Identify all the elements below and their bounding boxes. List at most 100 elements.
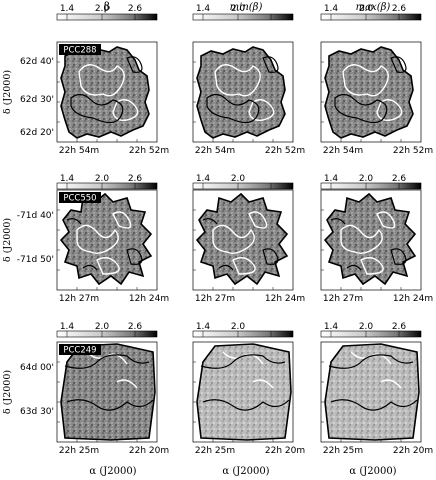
map-region — [324, 343, 420, 441]
black-contour — [67, 400, 153, 410]
field-label: PCC288 — [63, 46, 96, 56]
field-label-box — [59, 344, 101, 355]
white-contour — [117, 380, 137, 388]
map-region — [60, 46, 150, 139]
field-label-box — [59, 44, 101, 55]
colorbar-tick-label: 2.0 — [231, 4, 246, 14]
white-contour — [341, 225, 382, 253]
colorbar — [56, 330, 158, 338]
black-contour — [65, 355, 149, 368]
white-contour — [215, 65, 260, 96]
black-contour — [83, 265, 97, 270]
field-label: PCC249 — [63, 346, 96, 356]
colorbar-tick-label: 1.4 — [324, 174, 339, 184]
y-tick-label: -71d 50' — [17, 255, 54, 265]
colorbar-tick-label: 2.6 — [392, 322, 407, 332]
field-label: PCC550 — [63, 194, 96, 204]
white-contour — [97, 258, 119, 274]
contours — [71, 57, 142, 123]
x-tick-label: 22h 52m — [393, 146, 433, 156]
white-contour — [249, 100, 274, 121]
black-contour — [127, 249, 142, 264]
contours — [201, 352, 289, 410]
colorbar-tick-label: 2.0 — [359, 174, 374, 184]
colorbar — [192, 182, 294, 190]
x-tick-label: 12h 24m — [265, 294, 305, 304]
black-contour — [127, 57, 142, 72]
y-axis-label: δ (J2000) — [2, 370, 13, 414]
black-contour — [329, 355, 413, 368]
panel-r2-c2: 1.4 2.0 12h 27m 12h 24m — [192, 174, 305, 304]
colorbar-tick-label: 1.4 — [196, 4, 211, 14]
y-tick-label: 64d 00' — [20, 363, 54, 373]
x-tick-label: 12h 27m — [195, 294, 235, 304]
colorbar-tick-label: 1.4 — [324, 4, 339, 14]
black-contour — [207, 94, 259, 122]
colorbar — [56, 13, 158, 21]
white-contour — [77, 225, 118, 253]
colorbar — [192, 330, 294, 338]
black-contour — [71, 94, 123, 122]
white-contour — [213, 225, 254, 253]
panel-r3-c2: 1.4 2.0 22h 25m 22h 20m — [192, 322, 305, 456]
white-contour — [113, 100, 138, 121]
white-contour — [343, 65, 388, 96]
contours — [335, 57, 406, 123]
panel-r1-c2: 1.4 2.0 22h 54m 22h 52m — [192, 4, 305, 156]
black-contour — [391, 57, 406, 72]
colorbar-tick-label: 2.6 — [392, 174, 407, 184]
panel-r1-c1: 1.4 2.0 2.6 22h 54m 22h 52m PCC288 62d 40' 62d … — [2, 4, 169, 156]
col-title-beta: β — [104, 0, 110, 13]
colorbar-tick-label: 2.6 — [128, 4, 143, 14]
black-contour — [391, 249, 406, 264]
colorbar-tick-label: 2.0 — [231, 174, 246, 184]
colorbar-tick-label: 1.4 — [324, 322, 339, 332]
white-contour — [113, 212, 131, 228]
white-contour — [377, 212, 395, 228]
white-contour — [79, 65, 124, 96]
colorbar-tick-label: 1.4 — [196, 174, 211, 184]
colorbar-tick-label: 1.4 — [196, 322, 211, 332]
colorbar — [320, 182, 422, 190]
y-tick-label: 62d 40' — [20, 57, 54, 67]
map-region — [195, 192, 289, 286]
colorbar — [320, 13, 422, 21]
white-contour — [377, 100, 402, 121]
x-tick-label: 22h 20m — [129, 446, 169, 456]
x-tick-label: 22h 25m — [323, 446, 363, 456]
field-label-box — [59, 192, 101, 203]
colorbar-tick-label: 2.0 — [359, 4, 374, 14]
white-contour — [381, 380, 401, 388]
map-region — [60, 343, 156, 441]
panel-r3-c1: 1.4 2.0 2.6 22h 25m 22h 20m PCC249 64d 00' 63d … — [2, 322, 169, 456]
colorbar-tick-label: 2.6 — [128, 322, 143, 332]
x-tick-label: 12h 24m — [129, 294, 169, 304]
white-contour — [249, 212, 267, 228]
xlabel-col2: α (J2000) — [222, 466, 269, 477]
black-contour — [201, 355, 285, 368]
y-axis-label: δ (J2000) — [2, 70, 13, 114]
y-tick-label: 62d 20' — [20, 128, 54, 138]
map-region — [323, 192, 417, 286]
colorbar — [56, 182, 158, 190]
panel-r1-c3: 1.4 2.0 2.6 22h 54m 22h 52m — [320, 4, 433, 156]
colorbar-tick-label: 2.0 — [231, 322, 246, 332]
y-tick-label: 63d 30' — [20, 407, 54, 417]
xlabel-col1: α (J2000) — [89, 466, 136, 477]
colorbar-tick-label: 1.4 — [60, 4, 75, 14]
panel-r2-c1: 1.4 2.0 2.6 12h 27m 12h 24m PCC550 -71d 40' -71… — [2, 174, 169, 304]
black-contour — [331, 400, 417, 410]
y-tick-label: -71d 40' — [17, 211, 54, 221]
x-tick-label: 22h 54m — [195, 146, 235, 156]
y-tick-label: 62d 30' — [20, 95, 54, 105]
x-tick-label: 22h 20m — [393, 446, 433, 456]
contours — [65, 352, 153, 410]
col-title-max-beta: max(β) — [356, 2, 391, 13]
xlabel-col3: α (J2000) — [349, 466, 396, 477]
colorbar-tick-label: 2.6 — [128, 174, 143, 184]
white-contour — [253, 380, 273, 388]
black-contour — [263, 249, 278, 264]
colorbar-tick-label: 1.4 — [60, 322, 75, 332]
black-contour — [67, 219, 81, 224]
